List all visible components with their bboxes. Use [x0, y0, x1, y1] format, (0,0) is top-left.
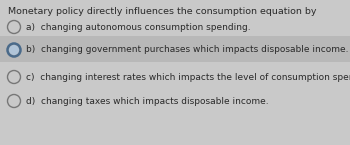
Text: c)  changing interest rates which impacts the level of consumption spending.: c) changing interest rates which impacts… — [26, 72, 350, 81]
Circle shape — [9, 96, 19, 106]
FancyBboxPatch shape — [0, 36, 350, 62]
Text: a)  changing autonomous consumption spending.: a) changing autonomous consumption spend… — [26, 22, 251, 31]
Text: Monetary policy directly influences the consumption equation by: Monetary policy directly influences the … — [8, 7, 316, 16]
Circle shape — [9, 45, 19, 55]
Circle shape — [9, 22, 19, 32]
Circle shape — [9, 72, 19, 82]
Text: b)  changing government purchases which impacts disposable income.: b) changing government purchases which i… — [26, 46, 349, 55]
Text: d)  changing taxes which impacts disposable income.: d) changing taxes which impacts disposab… — [26, 97, 269, 106]
